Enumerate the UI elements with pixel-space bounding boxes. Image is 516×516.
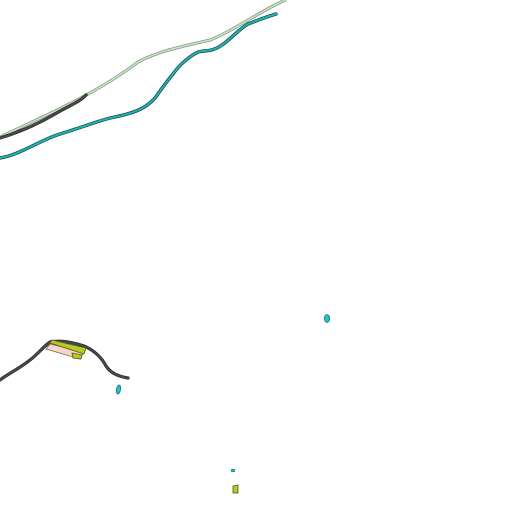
road-north-segment[interactable] <box>0 93 88 140</box>
rail-line[interactable] <box>0 0 287 139</box>
pond-west[interactable] <box>115 384 122 395</box>
lot-green-small[interactable] <box>71 352 83 360</box>
road-south[interactable] <box>0 339 130 382</box>
pond-east[interactable] <box>323 314 330 323</box>
lot-green[interactable] <box>49 339 87 355</box>
patch-south-green[interactable] <box>232 484 239 494</box>
pond-south-small[interactable] <box>230 468 236 473</box>
river-north[interactable] <box>0 12 278 160</box>
